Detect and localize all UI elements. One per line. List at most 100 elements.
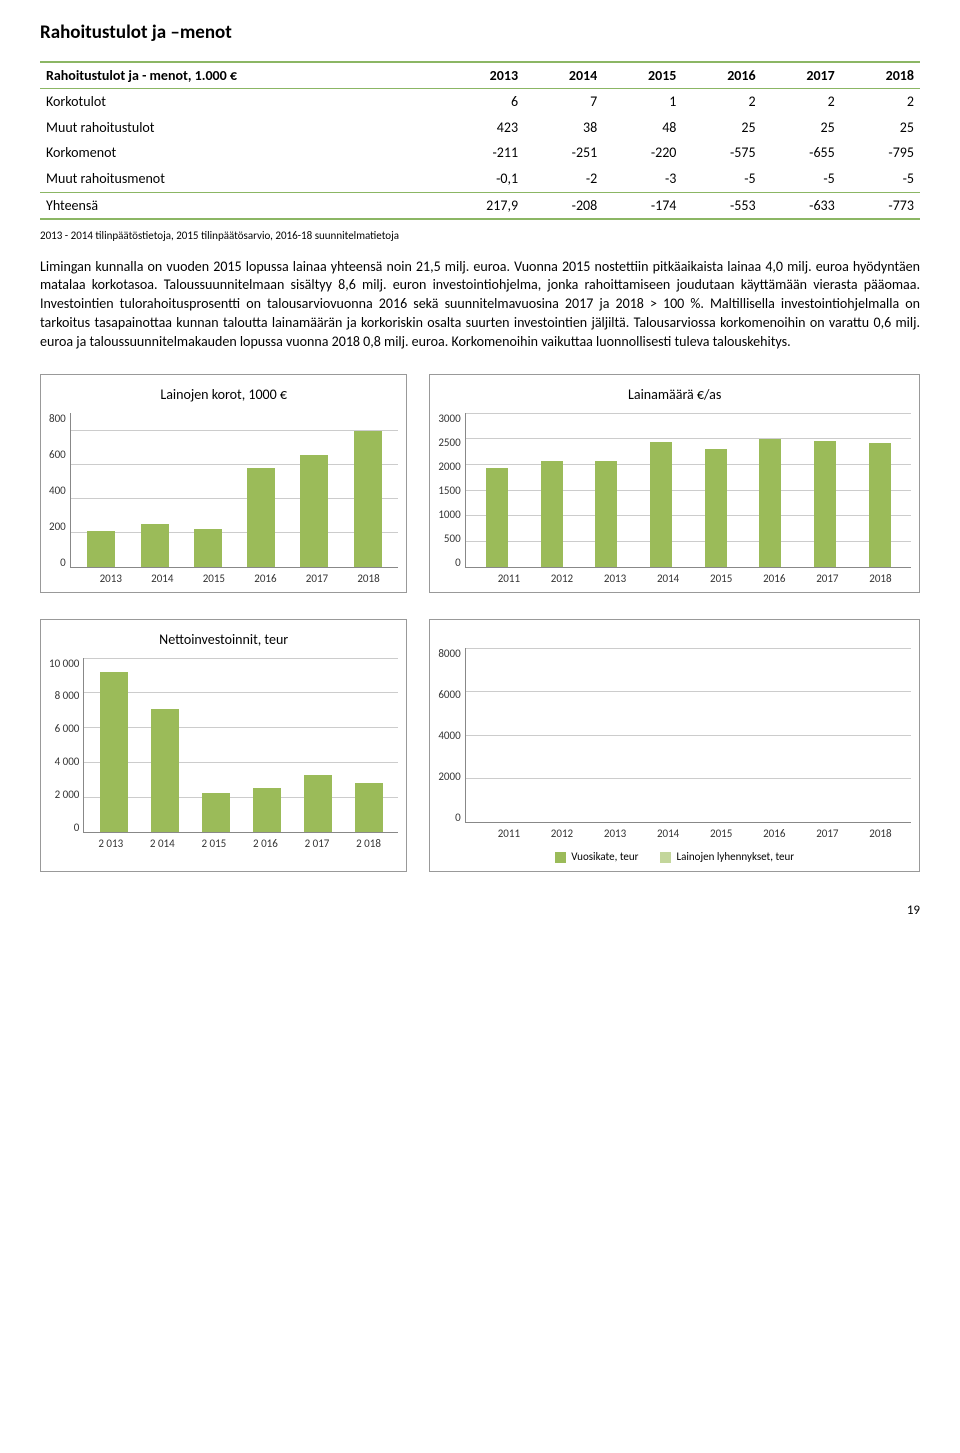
chart-bar — [595, 461, 617, 567]
table-header-year: 2018 — [841, 62, 920, 89]
y-tick-label: 600 — [49, 449, 66, 460]
body-paragraph: Limingan kunnalla on vuoden 2015 lopussa… — [40, 258, 920, 352]
table-header-year: 2013 — [438, 62, 524, 89]
table-header-label: Rahoitustulot ja - menot, 1.000 € — [40, 62, 438, 89]
legend-swatch-icon — [660, 852, 671, 863]
chart-bar — [202, 793, 230, 831]
x-tick-label: 2013 — [604, 571, 626, 586]
y-tick-label: 6000 — [438, 689, 460, 700]
legend-label: Lainojen lyhennykset, teur — [676, 849, 794, 864]
table-header-year: 2015 — [603, 62, 682, 89]
x-tick-label: 2016 — [763, 571, 785, 586]
table-cell: -174 — [603, 192, 682, 219]
chart-bar — [869, 443, 891, 566]
y-tick-label: 2000 — [438, 461, 460, 472]
table-cell: 2 — [841, 89, 920, 115]
x-tick-label: 2014 — [657, 571, 679, 586]
chart-lainamaara: Lainamäärä €/as 3000 2500 2000 1500 1000 500 0… — [429, 374, 920, 593]
table-cell: -251 — [524, 140, 603, 166]
y-tick-label: 3000 — [438, 413, 460, 424]
table-cell: 2 — [762, 89, 841, 115]
table-cell: -211 — [438, 140, 524, 166]
table-cell: 6 — [438, 89, 524, 115]
table-cell: -208 — [524, 192, 603, 219]
table-cell: 25 — [682, 115, 761, 141]
y-tick-label: 1500 — [438, 485, 460, 496]
x-tick-label: 2 014 — [150, 836, 175, 851]
x-tick-label: 2 013 — [98, 836, 123, 851]
chart-legend: Vuosikate, teur Lainojen lyhennykset, te… — [438, 849, 911, 864]
x-tick-label: 2014 — [657, 826, 679, 841]
chart-bar — [705, 449, 727, 567]
x-tick-label: 2018 — [869, 571, 891, 586]
x-tick-label: 2 017 — [305, 836, 330, 851]
chart-title: Lainamäärä €/as — [438, 385, 911, 405]
table-cell: Korkomenot — [40, 140, 438, 166]
table-header-year: 2016 — [682, 62, 761, 89]
table-cell: Korkotulot — [40, 89, 438, 115]
x-tick-label: 2013 — [604, 826, 626, 841]
chart-lainojen-korot: Lainojen korot, 1000 € 8006004002000 201… — [40, 374, 407, 593]
x-tick-label: 2011 — [498, 571, 520, 586]
chart-bar — [354, 431, 382, 567]
table-cell: -2 — [524, 166, 603, 192]
chart-bar — [814, 441, 836, 566]
y-tick-label: 2500 — [438, 437, 460, 448]
y-tick-label: 4 000 — [55, 756, 80, 767]
y-tick-label: 1000 — [438, 509, 460, 520]
y-tick-label: 2000 — [438, 771, 460, 782]
x-tick-label: 2015 — [710, 826, 732, 841]
chart-title: Nettoinvestoinnit, teur — [49, 630, 398, 650]
table-row: Korkomenot-211-251-220-575-655-795 — [40, 140, 920, 166]
chart-vuosikate-lyhennykset: 80006000400020000 2011201220132014201520… — [429, 619, 920, 872]
x-tick-label: 2018 — [357, 571, 379, 586]
table-cell: -5 — [682, 166, 761, 192]
x-tick-label: 2011 — [498, 826, 520, 841]
chart-bar — [247, 468, 275, 566]
chart-bar — [141, 524, 169, 567]
chart-bar — [253, 788, 281, 832]
chart-bar — [300, 455, 328, 567]
y-tick-label: 800 — [49, 413, 66, 424]
y-tick-label: 2 000 — [55, 789, 80, 800]
legend-swatch-icon — [555, 852, 566, 863]
x-tick-label: 2017 — [306, 571, 328, 586]
x-tick-label: 2 016 — [253, 836, 278, 851]
table-cell: -220 — [603, 140, 682, 166]
y-tick-label: 400 — [49, 485, 66, 496]
y-tick-label: 500 — [444, 533, 461, 544]
y-tick-label: 200 — [49, 521, 66, 532]
table-cell: -795 — [841, 140, 920, 166]
y-tick-label: 8000 — [438, 648, 460, 659]
chart-nettoinvestoinnit: Nettoinvestoinnit, teur 10 0008 0006 000… — [40, 619, 407, 872]
y-tick-label: 6 000 — [55, 723, 80, 734]
x-tick-label: 2015 — [203, 571, 225, 586]
legend-label: Vuosikate, teur — [571, 849, 638, 864]
page-title: Rahoitustulot ja –menot — [40, 20, 920, 47]
x-tick-label: 2016 — [763, 826, 785, 841]
table-cell: -3 — [603, 166, 682, 192]
table-cell: 48 — [603, 115, 682, 141]
chart-bar — [650, 442, 672, 566]
table-cell: Yhteensä — [40, 192, 438, 219]
y-tick-label: 4000 — [438, 730, 460, 741]
y-tick-label: 0 — [455, 557, 461, 568]
table-row: Muut rahoitusmenot-0,1-2-3-5-5-5 — [40, 166, 920, 192]
legend-item: Lainojen lyhennykset, teur — [660, 849, 794, 864]
chart-bar — [486, 468, 508, 567]
table-cell: 25 — [762, 115, 841, 141]
table-row: Muut rahoitustulot4233848252525 — [40, 115, 920, 141]
chart-bar — [355, 783, 383, 832]
table-cell: Muut rahoitustulot — [40, 115, 438, 141]
x-tick-label: 2016 — [254, 571, 276, 586]
y-tick-label: 0 — [74, 822, 80, 833]
chart-bar — [151, 709, 179, 832]
table-cell: -575 — [682, 140, 761, 166]
legend-item: Vuosikate, teur — [555, 849, 638, 864]
x-tick-label: 2017 — [816, 571, 838, 586]
table-header-year: 2017 — [762, 62, 841, 89]
chart-bar — [194, 529, 222, 567]
chart-bar — [759, 439, 781, 566]
x-tick-label: 2012 — [551, 826, 573, 841]
page-number: 19 — [40, 902, 920, 920]
